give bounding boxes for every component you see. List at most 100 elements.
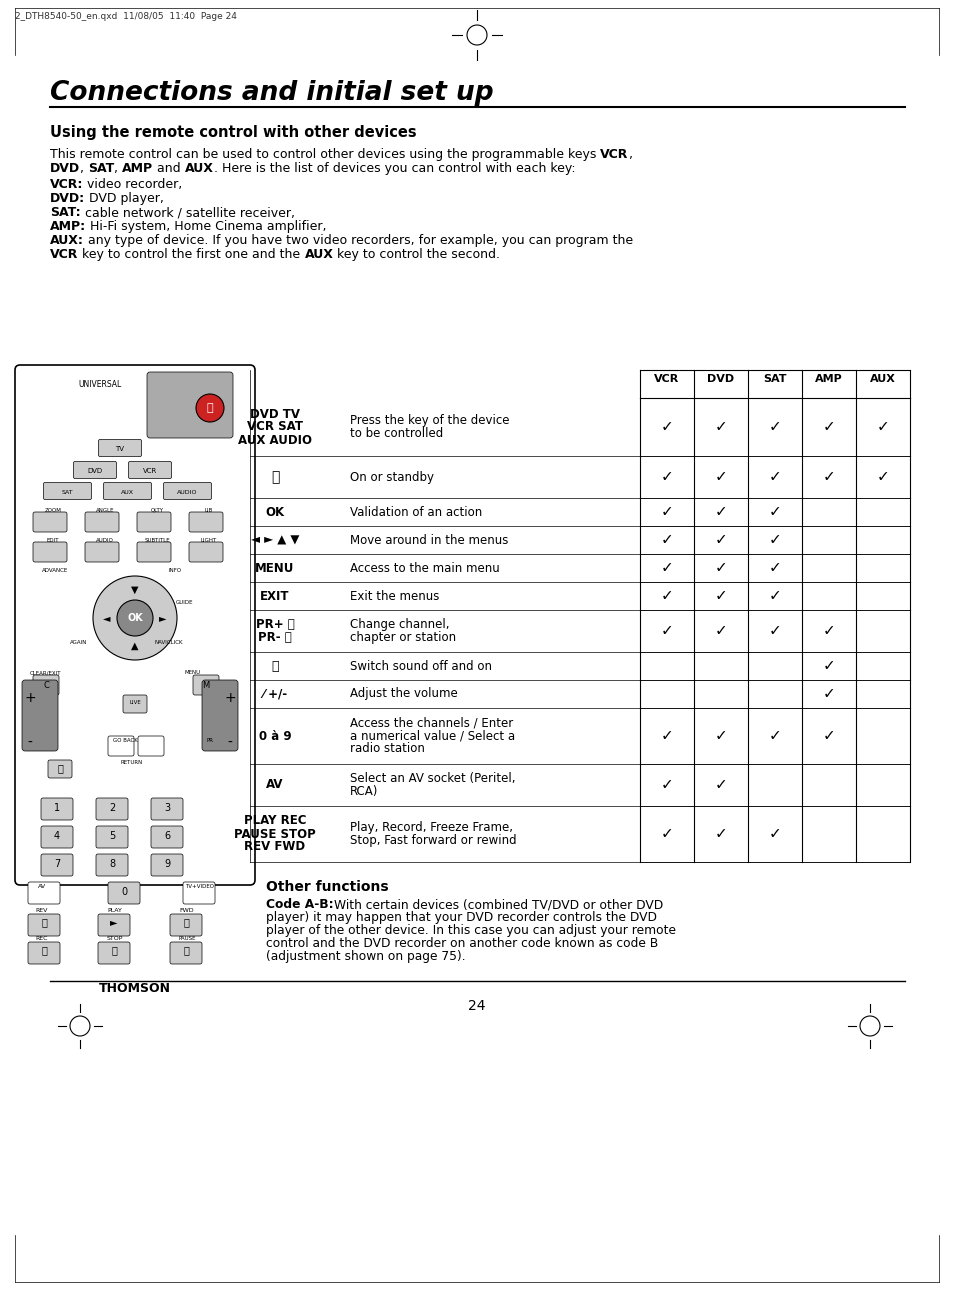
Text: AUX: AUX [869, 374, 895, 383]
Text: -: - [228, 736, 233, 750]
Text: DVD:: DVD: [50, 192, 85, 205]
Text: 2: 2 [109, 803, 115, 813]
Text: -: - [28, 736, 32, 750]
Text: Stop, Fast forward or rewind: Stop, Fast forward or rewind [350, 834, 517, 847]
Text: (adjustment shown on page 75).: (adjustment shown on page 75). [266, 950, 465, 963]
Text: UNIVERSAL: UNIVERSAL [78, 380, 121, 389]
Text: AV: AV [38, 884, 46, 889]
Text: ✓: ✓ [714, 420, 726, 435]
FancyBboxPatch shape [85, 542, 119, 562]
Text: Exit the menus: Exit the menus [350, 590, 439, 603]
Circle shape [195, 394, 224, 422]
Text: PR- ⏮: PR- ⏮ [258, 631, 292, 644]
Text: Using the remote control with other devices: Using the remote control with other devi… [50, 125, 416, 139]
Text: ,: , [628, 148, 632, 161]
Text: Play, Record, Freeze Frame,: Play, Record, Freeze Frame, [350, 821, 513, 834]
Text: any type of device. If you have two video recorders, for example, you can progra: any type of device. If you have two vide… [84, 234, 633, 247]
Text: 7: 7 [53, 859, 60, 869]
Text: 5: 5 [109, 831, 115, 840]
Text: Other functions: Other functions [266, 880, 388, 893]
FancyBboxPatch shape [170, 942, 202, 964]
Text: ✓: ✓ [659, 560, 673, 576]
Text: ADVANCE: ADVANCE [42, 568, 68, 572]
Text: TV: TV [115, 445, 125, 452]
Text: player of the other device. In this case you can adjust your remote: player of the other device. In this case… [266, 924, 676, 937]
FancyBboxPatch shape [15, 365, 254, 886]
Text: control and the DVD recorder on another code known as code B: control and the DVD recorder on another … [266, 937, 658, 950]
Text: ✓: ✓ [768, 728, 781, 744]
Text: ✓: ✓ [659, 589, 673, 603]
Text: NAVICLICK: NAVICLICK [154, 640, 183, 646]
Text: Press the key of the device: Press the key of the device [350, 414, 509, 427]
Text: VCR: VCR [599, 148, 628, 161]
Text: LIGHT: LIGHT [201, 537, 217, 542]
FancyBboxPatch shape [33, 675, 59, 695]
FancyBboxPatch shape [163, 483, 212, 500]
FancyBboxPatch shape [170, 914, 202, 936]
Text: ✓: ✓ [659, 532, 673, 547]
Text: ✓: ✓ [714, 470, 726, 484]
Text: ✓: ✓ [714, 777, 726, 793]
FancyBboxPatch shape [28, 882, 60, 904]
Text: ⏭: ⏭ [183, 917, 189, 927]
Text: RCA): RCA) [350, 785, 378, 798]
Text: ,: , [80, 161, 88, 176]
FancyBboxPatch shape [73, 461, 116, 479]
Text: AUDIO: AUDIO [96, 537, 113, 542]
Text: CLEAR/EXIT: CLEAR/EXIT [30, 670, 61, 675]
Text: ⏻: ⏻ [207, 403, 213, 413]
Text: ◄ ► ▲ ▼: ◄ ► ▲ ▼ [251, 533, 299, 546]
Text: PLAY REC: PLAY REC [244, 815, 306, 828]
Text: Move around in the menus: Move around in the menus [350, 533, 508, 546]
FancyBboxPatch shape [96, 798, 128, 820]
FancyBboxPatch shape [48, 760, 71, 778]
Text: and: and [153, 161, 185, 176]
Text: ⏸: ⏸ [183, 945, 189, 955]
Text: ▲: ▲ [132, 642, 138, 651]
FancyBboxPatch shape [103, 483, 152, 500]
FancyBboxPatch shape [96, 826, 128, 848]
Text: ✓: ✓ [768, 560, 781, 576]
FancyBboxPatch shape [137, 513, 171, 532]
Text: AGAIN: AGAIN [70, 640, 88, 646]
Text: +: + [24, 691, 36, 705]
Text: GUIDE: GUIDE [176, 600, 193, 605]
Text: VCR: VCR [654, 374, 679, 383]
FancyBboxPatch shape [151, 826, 183, 848]
Text: ✓: ✓ [714, 826, 726, 842]
Text: DVD: DVD [88, 469, 103, 474]
Text: +: + [224, 691, 235, 705]
Text: Connections and initial set up: Connections and initial set up [50, 80, 493, 106]
Text: ✓: ✓ [659, 728, 673, 744]
Text: Code A-B:: Code A-B: [266, 899, 334, 911]
FancyBboxPatch shape [151, 855, 183, 877]
Text: ✓: ✓ [768, 624, 781, 639]
Text: PAUSE STOP: PAUSE STOP [233, 828, 315, 840]
Text: FWD: FWD [179, 908, 194, 913]
Text: ◄: ◄ [103, 613, 111, 624]
Text: ✓: ✓ [659, 624, 673, 639]
Text: ⏮: ⏮ [41, 917, 47, 927]
Text: SAT: SAT [61, 489, 72, 494]
Text: ✓: ✓ [714, 728, 726, 744]
Text: Select an AV socket (Peritel,: Select an AV socket (Peritel, [350, 772, 515, 785]
FancyBboxPatch shape [33, 542, 67, 562]
Text: a numerical value / Select a: a numerical value / Select a [350, 729, 515, 742]
Text: LIVE: LIVE [129, 701, 141, 705]
Text: PAUSE: PAUSE [178, 936, 195, 941]
Text: 9: 9 [164, 859, 170, 869]
Text: 🔇: 🔇 [271, 660, 278, 673]
Text: AV: AV [266, 778, 283, 791]
FancyBboxPatch shape [28, 942, 60, 964]
Text: 3: 3 [164, 803, 170, 813]
FancyBboxPatch shape [193, 675, 219, 695]
Text: MENU: MENU [255, 562, 294, 574]
FancyBboxPatch shape [22, 680, 58, 751]
FancyBboxPatch shape [108, 736, 133, 757]
Text: player) it may happen that your DVD recorder controls the DVD: player) it may happen that your DVD reco… [266, 911, 657, 924]
Text: MENU: MENU [185, 670, 201, 675]
Text: REC: REC [35, 936, 49, 941]
Text: ✓: ✓ [659, 420, 673, 435]
Text: DVD: DVD [707, 374, 734, 383]
Text: Switch sound off and on: Switch sound off and on [350, 660, 492, 673]
